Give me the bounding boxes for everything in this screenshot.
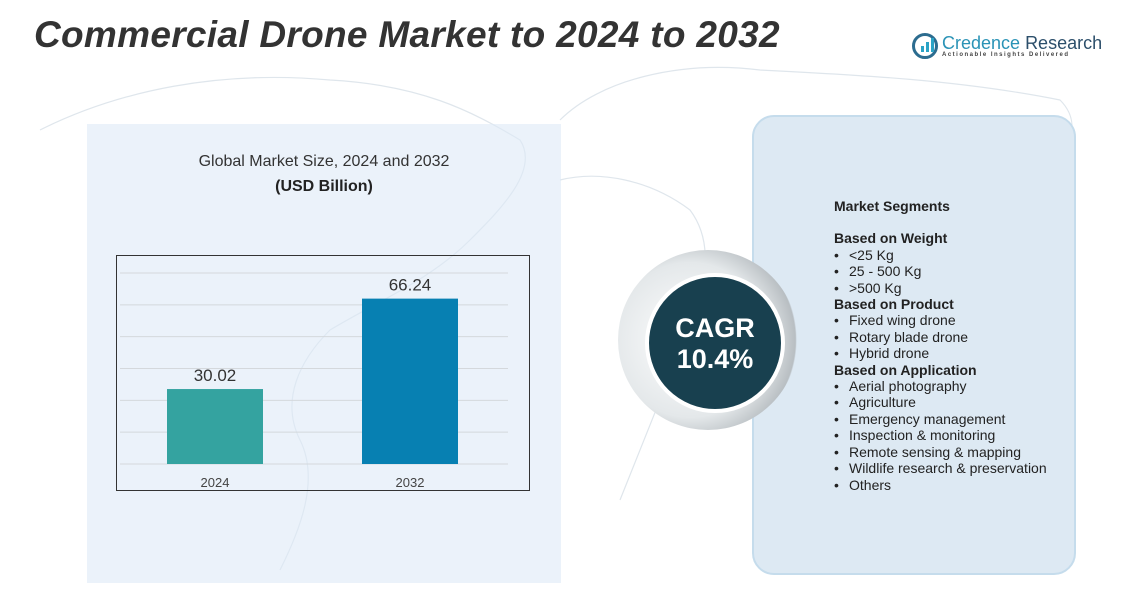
- segment-item: Fixed wing drone: [834, 312, 1047, 329]
- logo-name-1: Credence: [942, 33, 1021, 53]
- chart-frame: [116, 255, 530, 491]
- credence-research-logo: Credence Research Actionable Insights De…: [912, 33, 1102, 59]
- market-segments: Market Segments Based on Weight<25 Kg25 …: [834, 198, 1047, 493]
- segment-item: 25 - 500 Kg: [834, 263, 1047, 280]
- segment-item: Emergency management: [834, 411, 1047, 428]
- logo-tagline: Actionable Insights Delivered: [942, 52, 1070, 58]
- cagr-value: 10.4%: [676, 344, 754, 374]
- chart-title: Global Market Size, 2024 and 2032: [198, 153, 450, 170]
- page-title: Commercial Drone Market to 2024 to 2032: [34, 14, 780, 55]
- data-label: 66.24: [389, 276, 432, 295]
- bar-chart: 30.02 2024 66.24 2032: [120, 272, 508, 490]
- chart-subtitle: (USD Billion): [275, 178, 373, 195]
- cagr-badge: CAGR 10.4%: [645, 273, 785, 413]
- data-label: 30.02: [194, 366, 237, 385]
- segment-item: Wildlife research & preservation: [834, 460, 1047, 477]
- x-tick-label: 2024: [201, 475, 230, 490]
- logo-name-2: Research: [1025, 33, 1103, 53]
- market-size-panel: [87, 124, 561, 583]
- x-tick-label: 2032: [396, 475, 425, 490]
- segment-group-title: Based on Product: [834, 296, 954, 313]
- logo-chart-icon: [912, 33, 938, 59]
- segments-heading: Market Segments: [834, 198, 950, 214]
- segment-group-title: Based on Weight: [834, 230, 948, 247]
- segment-item: Rotary blade drone: [834, 329, 1047, 346]
- segment-group-title: Based on Application: [834, 361, 977, 378]
- segment-item: Agriculture: [834, 394, 1047, 411]
- segment-item: Others: [834, 477, 1047, 494]
- bar-2024: [167, 389, 263, 464]
- segment-item: Aerial photography: [834, 378, 1047, 395]
- segment-item: <25 Kg: [834, 247, 1047, 264]
- bar-2032: [362, 298, 458, 464]
- segment-item: Inspection & monitoring: [834, 427, 1047, 444]
- segment-item: Hybrid drone: [834, 345, 1047, 362]
- segment-item: Remote sensing & mapping: [834, 444, 1047, 461]
- cagr-label: CAGR: [675, 313, 755, 343]
- segment-item: >500 Kg: [834, 280, 1047, 297]
